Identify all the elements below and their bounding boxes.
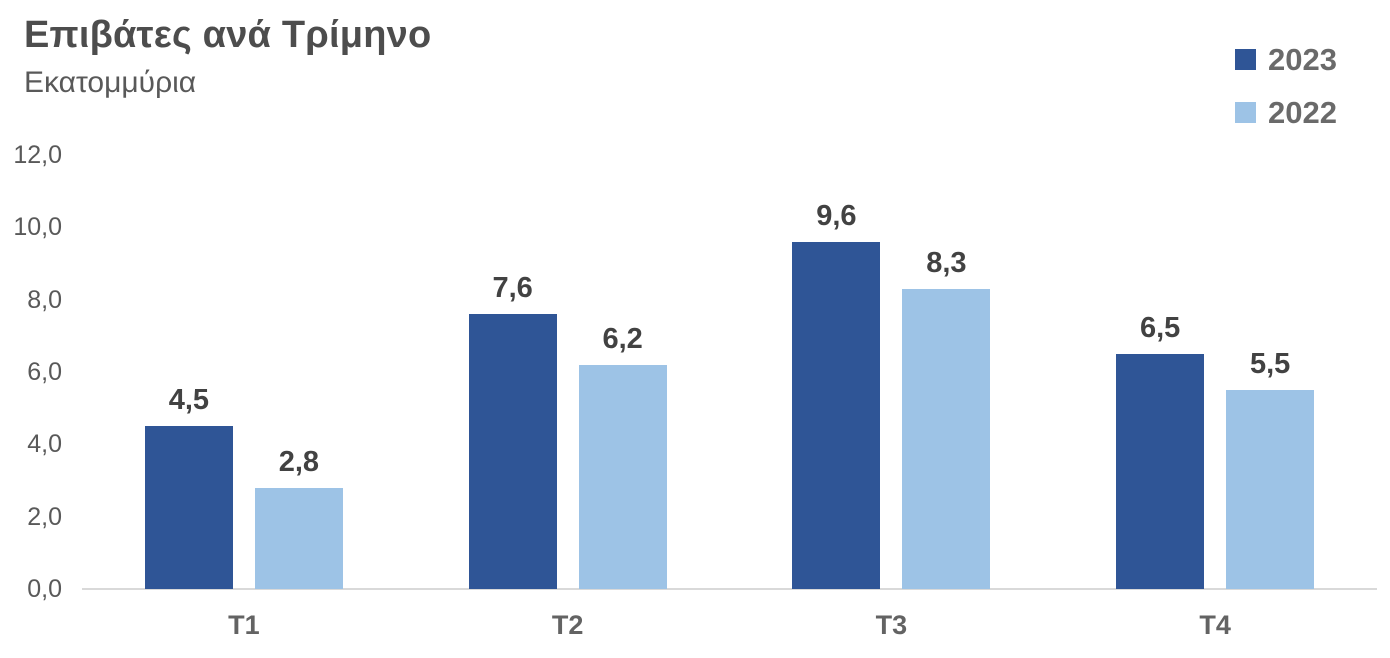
x-axis-category-label: Τ4 [1199, 610, 1231, 640]
bar-value-label: 2,8 [278, 445, 320, 478]
x-axis-category-label: Τ3 [875, 610, 908, 640]
y-axis-tick-label: 4,0 [27, 430, 62, 459]
x-axis-category-label: Τ2 [551, 610, 584, 640]
chart-subtitle: Εκατομμύρια [24, 66, 197, 99]
bar-2023-Τ4: 6,5 [1116, 312, 1205, 589]
y-axis-tick-label: 8,0 [27, 285, 62, 314]
x-axis-category-label: Τ1 [228, 610, 260, 640]
bar-2023-Τ3: 9,6 [792, 200, 881, 589]
y-axis-tick-label: 0,0 [27, 575, 62, 603]
bar-2022-Τ2: 6,2 [578, 323, 667, 589]
y-axis-tick-label: 12,0 [13, 141, 62, 169]
bar-2023-Τ1: 4,5 [144, 384, 233, 589]
bar-value-label: 9,6 [816, 199, 857, 232]
legend-label: 2023 [1268, 42, 1337, 77]
y-axis-tick-label: 2,0 [27, 502, 62, 531]
legend: 2023 2022 [1235, 44, 1337, 128]
bar-value-label: 8,3 [926, 246, 967, 279]
legend-swatch-2023 [1235, 49, 1257, 70]
bar-value-label: 5,5 [1249, 348, 1291, 381]
legend-swatch-2022 [1235, 102, 1257, 123]
bar-2023-Τ2: 7,6 [468, 272, 557, 589]
y-axis-tick-label: 10,0 [13, 213, 62, 242]
bar-value-label: 4,5 [168, 384, 210, 417]
bar-2022-Τ3: 8,3 [902, 247, 991, 589]
legend-item-2022: 2022 [1235, 97, 1337, 128]
x-axis-line [82, 588, 1377, 590]
bar-2022-Τ4: 5,5 [1226, 348, 1315, 589]
legend-item-2023: 2023 [1235, 44, 1337, 75]
chart-title: Επιβάτες ανά Τρίμηνο [24, 14, 432, 56]
legend-label: 2022 [1268, 95, 1337, 130]
bar-2022-Τ1: 2,8 [254, 446, 343, 589]
y-axis-tick-label: 6,0 [27, 358, 62, 386]
bar-value-label: 7,6 [492, 272, 533, 305]
bar-value-label: 6,5 [1139, 311, 1181, 344]
bar-value-label: 6,2 [602, 322, 643, 355]
